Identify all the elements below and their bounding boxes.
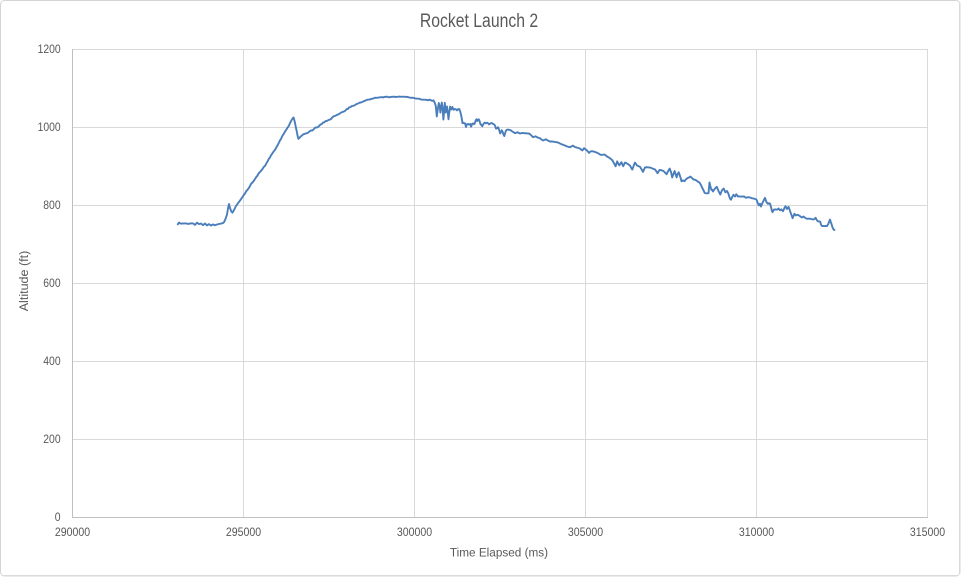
- svg-text:400: 400: [43, 354, 60, 368]
- svg-text:300000: 300000: [397, 525, 432, 539]
- svg-text:1200: 1200: [38, 42, 61, 56]
- svg-text:Altitude (ft): Altitude (ft): [17, 251, 31, 312]
- svg-text:315000: 315000: [910, 525, 945, 539]
- svg-text:0: 0: [55, 510, 61, 524]
- svg-text:295000: 295000: [226, 525, 261, 539]
- svg-text:310000: 310000: [739, 525, 774, 539]
- svg-text:305000: 305000: [568, 525, 603, 539]
- svg-text:290000: 290000: [55, 525, 90, 539]
- svg-text:600: 600: [43, 276, 60, 290]
- svg-text:Rocket Launch 2: Rocket Launch 2: [420, 11, 538, 32]
- svg-text:Time Elapsed (ms): Time Elapsed (ms): [450, 545, 548, 559]
- svg-text:800: 800: [43, 198, 60, 212]
- svg-text:1000: 1000: [38, 120, 61, 134]
- svg-text:200: 200: [43, 432, 60, 446]
